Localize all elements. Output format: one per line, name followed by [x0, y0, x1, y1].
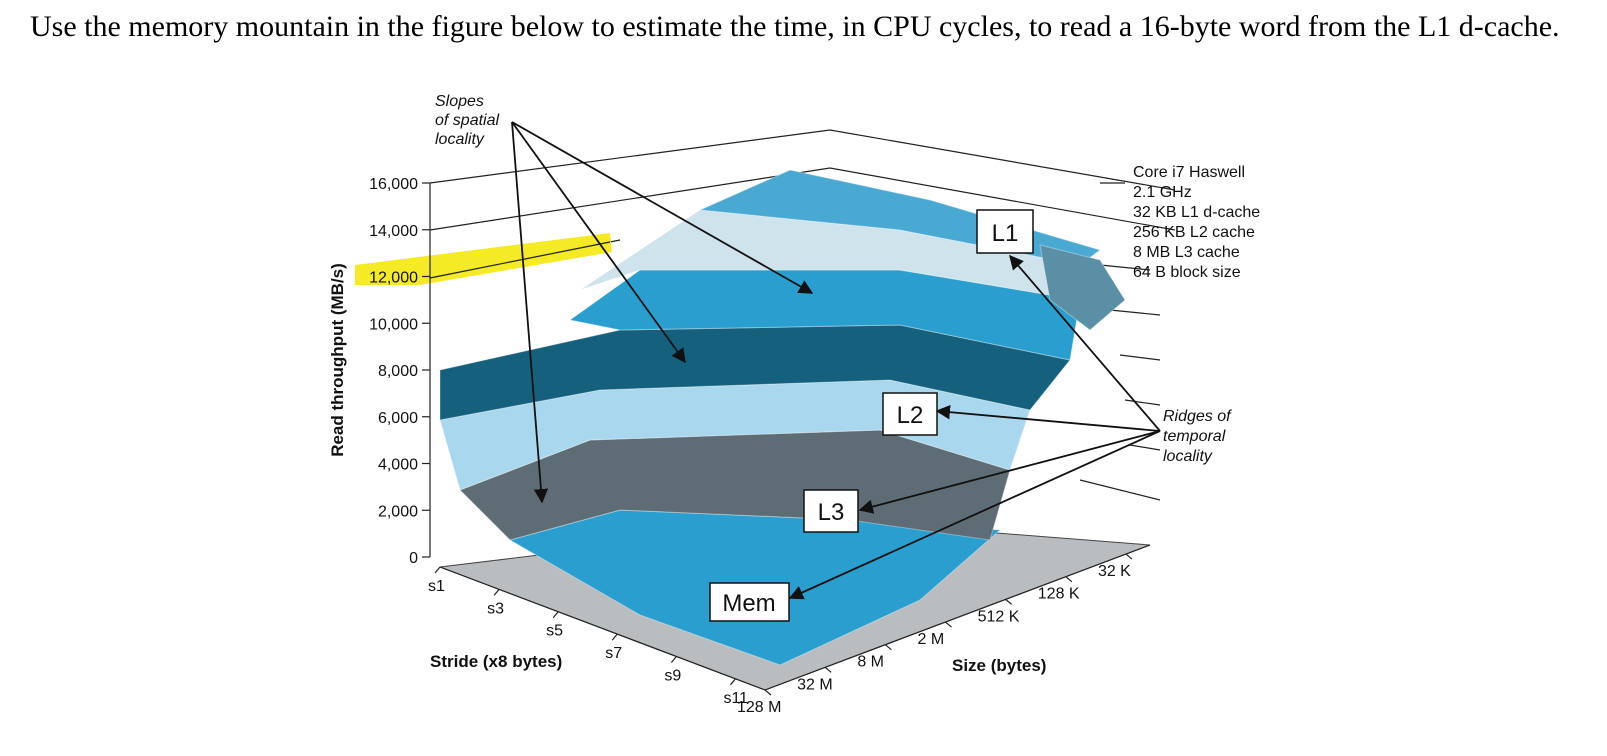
spatial-callout-line-2: of spatial [435, 112, 499, 129]
stride-tick-mark [552, 611, 559, 619]
temporal-locality-callout: Ridges of temporal locality [788, 254, 1232, 600]
region-l3-label: L3 [818, 499, 845, 526]
region-l1-label: L1 [992, 220, 1019, 247]
gridline-12000 [429, 241, 611, 279]
temporal-arrow-l2 [935, 404, 1161, 432]
size-tick-label: 512 K [978, 608, 1020, 625]
spatial-arrow-3 [511, 121, 814, 294]
stride-tick-mark [729, 678, 736, 686]
size-axis-line [764, 544, 1151, 691]
y-tick-label: 16,000 [369, 176, 418, 193]
y-tick-marks [422, 182, 430, 558]
y-tick-label: 8,000 [378, 363, 418, 380]
region-l2-box: L2 [882, 392, 938, 436]
temporal-arrow-l3 [858, 430, 1161, 514]
y-tick-label: 0 [409, 550, 418, 567]
size-tick-mark [1005, 598, 1013, 605]
stride-tick-label: s7 [605, 645, 622, 662]
y-tick-label: 6,000 [378, 410, 418, 427]
size-tick-label: 2 M [917, 631, 944, 648]
spatial-callout-line-1: Slopes [435, 93, 484, 110]
spec-line: Core i7 Haswell [1133, 164, 1245, 181]
size-tick-mark [945, 621, 952, 628]
stride-tick-label: s3 [487, 600, 504, 617]
spec-line: 8 MB L3 cache [1133, 244, 1240, 261]
stride-tick-labels: s1 s3 s5 s7 s9 s11 [428, 566, 748, 707]
stride-tick-label: s1 [428, 578, 445, 595]
size-tick-mark [884, 644, 892, 651]
temporal-callout-line-2: temporal [1163, 428, 1226, 445]
back-gridlines [429, 129, 1176, 501]
spatial-callout-line-3: locality [435, 131, 485, 148]
stride-tick-mark [493, 588, 500, 596]
stride-tick-label: s5 [546, 623, 563, 640]
y-tick-label: 10,000 [369, 316, 418, 333]
size-tick-mark [764, 689, 772, 696]
stride-tick-label: s9 [664, 667, 681, 684]
region-mem-box: Mem [709, 582, 790, 622]
spec-line: 256 KB L2 cache [1133, 224, 1255, 241]
size-axis-label: Size (bytes) [952, 656, 1046, 675]
spec-block: Core i7 Haswell 2.1 GHz 32 KB L1 d-cache 25… [1133, 164, 1260, 281]
temporal-arrow-mem [788, 430, 1161, 600]
temporal-callout-line-1: Ridges of [1163, 408, 1232, 425]
region-l2-label: L2 [897, 402, 924, 429]
spec-line: 2.1 GHz [1133, 184, 1192, 201]
region-mem-label: Mem [722, 590, 775, 617]
size-tick-label: 128 M [737, 699, 781, 716]
stride-tick-label: s11 [723, 690, 748, 707]
y-tick-label: 14,000 [369, 223, 418, 240]
y-tick-labels: 0 2,000 4,000 6,000 8,000 10,000 12,000 14,000 1… [369, 176, 418, 567]
y-tick-label: 4,000 [378, 457, 418, 474]
size-tick-labels: 128 M 32 M 8 M 2 M 512 K 128 K 32 K [737, 553, 1133, 716]
question-text: Use the memory mountain in the figure be… [30, 10, 1560, 43]
stride-tick-mark [611, 633, 618, 641]
size-tick-label: 128 K [1038, 586, 1080, 603]
region-l3-box: L3 [803, 489, 859, 533]
temporal-callout-line-3: locality [1163, 448, 1213, 465]
temporal-arrow-l1 [1009, 254, 1161, 432]
size-tick-label: 32 K [1098, 563, 1131, 580]
highlight-12000 [355, 233, 612, 285]
spatial-arrow-1 [511, 121, 549, 504]
spatial-locality-callout: Slopes of spatial locality [435, 93, 814, 504]
size-tick-mark [1125, 553, 1133, 560]
spec-line: 64 B block size [1133, 264, 1241, 281]
l1-ridge-edge [1039, 244, 1126, 331]
size-tick-mark [1065, 576, 1073, 583]
y-tick-label: 2,000 [378, 503, 418, 520]
stride-tick-mark [670, 656, 677, 663]
size-tick-mark [824, 666, 832, 673]
y-tick-label: 12,000 [369, 270, 418, 287]
stride-tick-mark [434, 566, 441, 574]
y-axis-label: Read throughput (MB/s) [328, 263, 347, 457]
spatial-arrow-2 [511, 121, 686, 364]
size-tick-label: 32 M [797, 676, 833, 693]
band-dark-mid [439, 324, 1071, 421]
region-l1-box: L1 [976, 209, 1034, 254]
stride-axis-line [439, 566, 766, 691]
spec-line: 32 KB L1 d-cache [1133, 204, 1260, 221]
stride-axis-label: Stride (x8 bytes) [430, 652, 562, 671]
size-tick-label: 8 M [857, 654, 884, 671]
